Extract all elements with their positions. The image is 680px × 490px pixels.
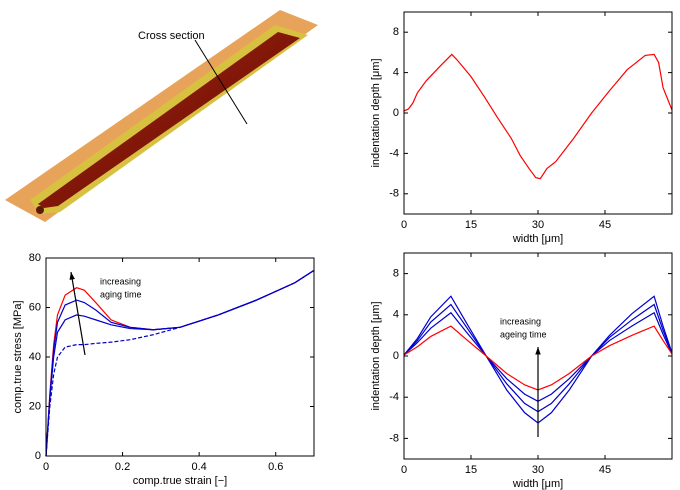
y-tick-label: 80 [29, 252, 41, 264]
y-axis-label: comp.true stress [MPa] [12, 300, 24, 413]
arrow-shaft [71, 272, 85, 355]
chart-panel: -8 -4 0 4 8 0 15 30 45 width [μm] indentation dept… [370, 253, 672, 490]
x-axis-label: comp.true strain [−] [133, 475, 227, 487]
x-axis-label: width [μm] [512, 478, 563, 490]
x-tick-label: 0 [43, 461, 49, 473]
y-tick-label: 40 [29, 351, 41, 363]
x-tick-label: 0.4 [191, 461, 206, 473]
arrow-head [70, 272, 75, 280]
y-tick-label: 4 [393, 67, 399, 79]
data-line [46, 270, 314, 456]
x-tick-label: 30 [532, 219, 544, 231]
data-line [46, 270, 314, 456]
y-tick-label: 0 [393, 350, 399, 362]
x-tick-label: 15 [465, 219, 477, 231]
x-tick-label: 30 [532, 464, 544, 476]
y-tick-label: 60 [29, 301, 41, 313]
annotation: increasing [500, 316, 541, 326]
annotation: increasing [100, 276, 141, 286]
y-tick-label: 0 [393, 107, 399, 119]
x-tick-label: 0 [401, 464, 407, 476]
x-tick-label: 0.2 [115, 461, 130, 473]
y-tick-label: 8 [393, 268, 399, 280]
x-tick-label: 45 [599, 219, 611, 231]
y-tick-label: -8 [389, 432, 399, 444]
plot-frame [404, 12, 672, 214]
figure: Cross section -8-40480153045width [μm]in… [0, 0, 680, 490]
x-tick-label: 0 [401, 219, 407, 231]
annotation: aging time [100, 289, 142, 299]
trench [38, 32, 300, 208]
surface-image: Cross section [5, 10, 318, 222]
y-tick-label: -4 [389, 147, 399, 159]
x-axis-label: width [μm] [512, 233, 563, 245]
x-tick-label: 15 [465, 464, 477, 476]
x-tick-label: 0.6 [268, 461, 283, 473]
y-tick-label: 0 [35, 450, 41, 462]
y-tick-label: -8 [389, 188, 399, 200]
y-axis-label: indentation depth [μm] [370, 58, 382, 167]
annotation: ageing time [500, 329, 547, 339]
chart-panel: -8 -4 0 4 8 0 15 30 45 width [μm] indentation dept… [370, 12, 672, 245]
y-axis-label: indentation depth [μm] [370, 301, 382, 410]
image-annotation: Cross section [138, 30, 205, 42]
plot-frame [46, 258, 314, 456]
data-line [46, 270, 314, 456]
data-line [404, 54, 672, 178]
y-tick-label: 4 [393, 309, 399, 321]
y-tick-label: -4 [389, 391, 399, 403]
arrow-head [535, 347, 540, 355]
trench-end [36, 206, 44, 214]
chart-panel: 0 20 40 60 80 0 0.2 0.4 0.6 comp.true strain [−] c… [12, 252, 314, 487]
x-tick-label: 45 [599, 464, 611, 476]
y-tick-label: 20 [29, 400, 41, 412]
y-tick-label: 8 [393, 26, 399, 38]
data-line [46, 270, 314, 456]
